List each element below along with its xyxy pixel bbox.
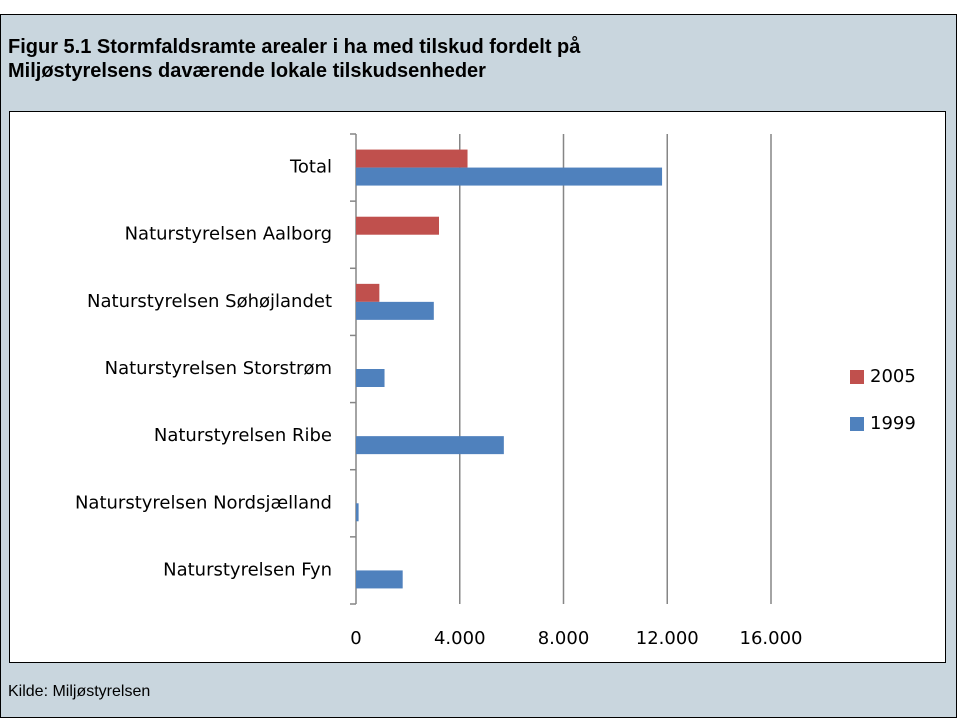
- y-tick-label: Naturstyrelsen Nordsjælland: [75, 492, 332, 513]
- y-tick-label: Naturstyrelsen Fyn: [163, 559, 332, 580]
- bar: [356, 149, 468, 168]
- bar: [356, 369, 385, 387]
- y-tick-label: Naturstyrelsen Ribe: [154, 425, 332, 446]
- bar: [356, 436, 504, 455]
- y-tick-label: Naturstyrelsen Søhøjlandet: [87, 291, 332, 312]
- legend-label: 1999: [870, 413, 916, 434]
- legend-swatch: [850, 370, 864, 384]
- x-tick-label: 0: [350, 628, 361, 649]
- bar: [356, 301, 434, 320]
- x-tick-label: 8.000: [538, 628, 590, 649]
- y-tick-label: Naturstyrelsen Storstrøm: [105, 358, 332, 379]
- bar: [356, 503, 359, 522]
- x-tick-label: 16.000: [740, 628, 803, 649]
- figure-frame: Figur 5.1 Stormfaldsramte arealer i ha m…: [0, 14, 957, 718]
- bar: [356, 216, 439, 235]
- source: Kilde: Miljøstyrelsen: [8, 683, 151, 700]
- y-tick-label: Total: [289, 157, 332, 178]
- x-tick-label: 12.000: [636, 628, 699, 649]
- chart: 0 4.000 8.000 12.000 16.000 Total Naturstyrels…: [9, 111, 946, 663]
- title: Figur 5.1 Stormfaldsramte arealer i ha m…: [8, 35, 580, 83]
- bar: [356, 167, 663, 186]
- y-tick-label: Naturstyrelsen Aalborg: [125, 224, 332, 245]
- legend-swatch: [850, 417, 864, 431]
- title-line: Figur 5.1 Stormfaldsramte arealer i ha m…: [8, 36, 581, 58]
- bar: [356, 570, 403, 589]
- title-line: Miljøstyrelsens daværende lokale tilskud…: [8, 60, 486, 82]
- x-tick-label: 4.000: [434, 628, 486, 649]
- bar: [356, 283, 380, 302]
- legend-label: 2005: [870, 366, 916, 387]
